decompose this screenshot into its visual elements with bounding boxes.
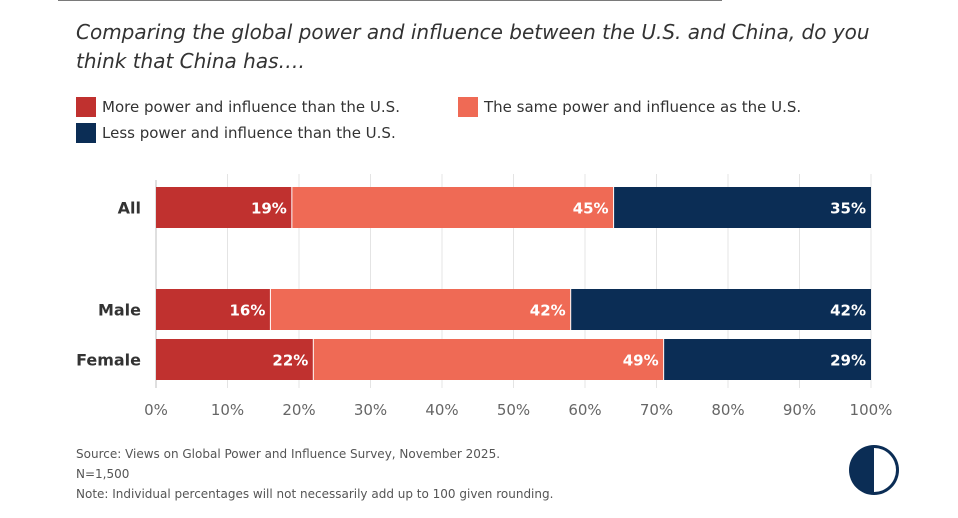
x-tick-label: 0% <box>144 401 168 419</box>
category-label: All <box>118 199 141 218</box>
bar-segment <box>291 187 614 228</box>
sample-size: N=1,500 <box>76 467 130 481</box>
source-note: Source: Views on Global Power and Influe… <box>76 447 501 461</box>
footnote: Source: Views on Global Power and Influe… <box>76 444 553 504</box>
bar-segment <box>156 339 314 380</box>
x-tick-label: 90% <box>783 401 816 419</box>
bar-segment <box>663 339 871 380</box>
bar-segment <box>570 289 871 330</box>
bar-segment <box>313 339 664 380</box>
bar-segment <box>156 187 292 228</box>
category-label: Male <box>98 301 141 320</box>
legend-item-less: Less power and influence than the U.S. <box>76 123 396 143</box>
legend-swatch-less <box>76 123 96 143</box>
chart-title: Comparing the global power and influence… <box>76 20 870 73</box>
data-label: 29% <box>830 352 866 370</box>
top-rule <box>58 0 722 1</box>
half-circle-logo-icon <box>849 445 899 495</box>
legend-item-same: The same power and influence as the U.S. <box>458 97 801 117</box>
data-label: 22% <box>272 352 308 370</box>
legend-swatch-more <box>76 97 96 117</box>
bar-layer <box>156 187 871 380</box>
data-label: 42% <box>830 302 866 320</box>
bar-segment <box>270 289 571 330</box>
x-tick-label: 40% <box>425 401 458 419</box>
x-tick-label: 100% <box>850 401 893 419</box>
legend-item-more: More power and influence than the U.S. <box>76 97 400 117</box>
x-tick-label: 60% <box>568 401 601 419</box>
x-tick-label: 80% <box>711 401 744 419</box>
axis-layer: 0% 10% 20% 30% 40% 50% 60% 70% 80% 90% 100% All Male… <box>76 199 892 420</box>
data-label: 35% <box>830 200 866 218</box>
rounding-note: Note: Individual percentages will not ne… <box>76 487 554 501</box>
data-label: 45% <box>573 200 609 218</box>
x-tick-label: 50% <box>497 401 530 419</box>
label-layer: 19% 45% 35% 16% 42% 42% 22% 49% 29% <box>229 200 866 370</box>
x-tick-label: 70% <box>640 401 673 419</box>
data-label: 19% <box>251 200 287 218</box>
x-tick-label: 30% <box>354 401 387 419</box>
legend-label-less: Less power and influence than the U.S. <box>102 124 396 142</box>
x-tick-label: 20% <box>282 401 315 419</box>
legend-swatch-same <box>458 97 478 117</box>
category-label: Female <box>76 351 141 370</box>
data-label: 49% <box>623 352 659 370</box>
legend-label-more: More power and influence than the U.S. <box>102 98 400 116</box>
x-tick-label: 10% <box>211 401 244 419</box>
data-label: 42% <box>530 302 566 320</box>
legend-label-same: The same power and influence as the U.S. <box>484 98 802 116</box>
bar-segment <box>156 289 271 330</box>
bar-segment <box>613 187 871 228</box>
data-label: 16% <box>229 302 265 320</box>
